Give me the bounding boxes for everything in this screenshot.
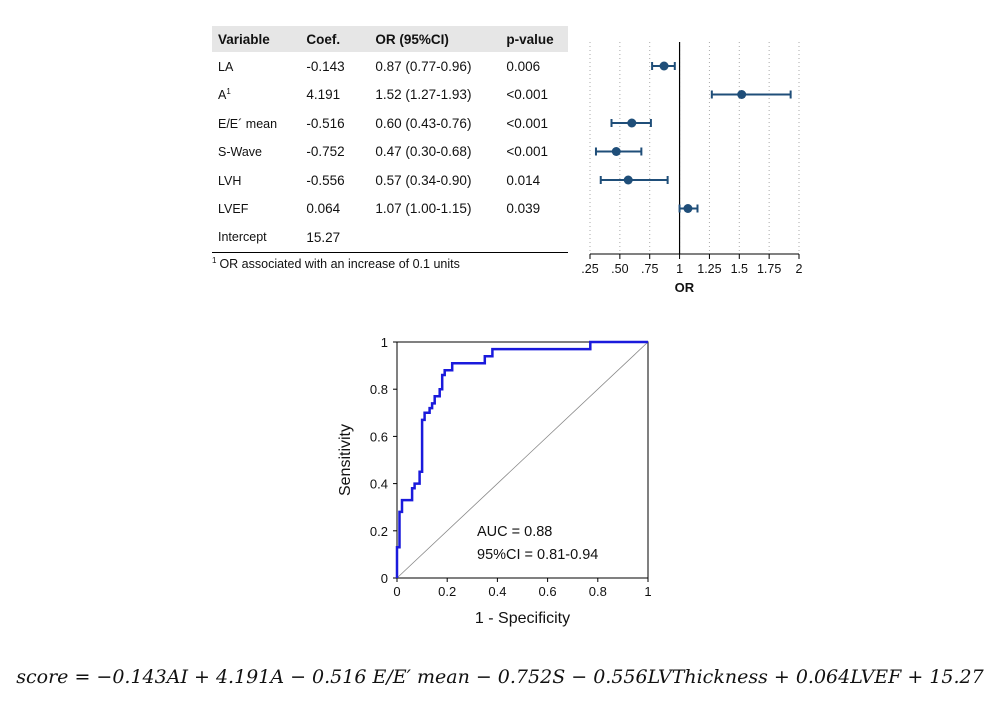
y-tick-label: 1 [381,335,388,350]
row-or: 1.52 (1.27-1.93) [375,87,472,103]
table-row: A1 4.191 1.52 (1.27-1.93) <0.001 [212,81,568,110]
x-tick-label: 1 [676,262,683,276]
x-tick-label: 1.5 [731,262,748,276]
x-tick-label: .75 [641,262,658,276]
forest-plot: .25 .50 .75 1 1.25 1.5 1.75 2 OR [581,42,803,295]
table-row: LVH -0.556 0.57 (0.34-0.90) 0.014 [212,166,568,195]
y-tick-label: 0 [381,571,388,586]
row-variable: LVEF [218,202,249,217]
x-tick-label: 1.25 [697,262,721,276]
x-axis-label: 1 - Specificity [475,610,570,627]
header-coef: Coef. [300,26,370,52]
y-tick-label: 0.6 [370,429,388,444]
x-tick-label: .50 [611,262,628,276]
row-p-value: 0.039 [506,201,541,217]
regression-table: Variable Coef. OR (95%CI) p-value LA -0.… [212,26,568,253]
row-coef: 4.191 [306,87,341,103]
roc-curve [395,340,648,578]
empty-cell [500,223,568,253]
row-p-value: <0.001 [506,144,549,160]
row-or: 0.47 (0.30-0.68) [375,144,472,160]
row-p-value: 0.014 [506,172,541,188]
row-p-value: 0.006 [506,58,541,74]
row-variable: S-Wave [218,145,262,160]
y-tick-label: 0.2 [370,524,388,539]
row-variable: LA [218,59,234,74]
row-p-value: <0.001 [506,115,549,131]
y-axis-label: Sensitivity [337,424,354,496]
row-variable: E/E´ mean [218,116,278,131]
x-tick-label: 0.2 [438,584,456,599]
row-coef: -0.556 [306,172,345,188]
y-tick-label: 0.8 [370,382,388,397]
estimate-point [611,147,621,156]
x-tick-label: .25 [581,262,598,276]
table-footnote: 1 OR associated with an increase of 0.1 u… [212,256,460,271]
x-tick-label: 0.4 [488,584,506,599]
row-or: 0.57 (0.34-0.90) [375,172,472,188]
row-coef: 0.064 [306,201,341,217]
score-formula: score = −0.143AI + 4.191A − 0.516 E/E′ m… [16,666,984,688]
header-p-value: p-value [500,26,568,52]
footnote-mark: 1 [212,256,217,265]
table-row: LA -0.143 0.87 (0.77-0.96) 0.006 [212,52,568,81]
estimate-point [623,175,633,185]
row-variable: A1 [218,87,231,103]
row-coef: -0.752 [306,144,345,160]
row-or: 0.60 (0.43-0.76) [375,115,472,131]
header-variable: Variable [212,26,301,52]
roc-chart: 00 0.2 0.2 0.4 0.4 0.6 0.6 0.8 0.8 1 1 AUC = 0.88 95… [337,335,652,627]
x-axis-label: OR [675,280,695,295]
x-tick-label: 0.8 [589,584,607,599]
estimate-point [659,61,669,71]
plot-frame [396,341,649,579]
row-or: 0.87 (0.77-0.96) [375,58,472,74]
x-tick-label: 2 [796,262,803,276]
table-row-intercept: Intercept 15.27 [212,223,568,253]
x-tick-label: 1 [644,584,651,599]
row-variable: LVH [218,173,242,188]
estimate-point [683,204,693,213]
ci-annotation: 95%CI = 0.81-0.94 [477,547,598,563]
row-coef: -0.143 [306,58,345,74]
x-tick-label: 0.6 [539,584,557,599]
table-row: S-Wave -0.752 0.47 (0.30-0.68) <0.001 [212,138,568,167]
estimate-point [737,90,747,99]
diagonal-reference [396,341,649,579]
header-or: OR (95%CI) [369,26,501,52]
row-coef: -0.516 [306,115,345,131]
empty-cell [369,223,501,253]
row-p-value: <0.001 [506,87,549,103]
table-header-row: Variable Coef. OR (95%CI) p-value [212,26,568,52]
x-tick-label: 1.75 [757,262,781,276]
estimate-point [627,118,637,128]
auc-annotation: AUC = 0.88 [477,524,552,540]
row-or: 1.07 (1.00-1.15) [375,201,472,217]
table-row: E/E´ mean -0.516 0.60 (0.43-0.76) <0.001 [212,109,568,138]
intercept-label: Intercept [212,223,301,253]
intercept-coef: 15.27 [300,223,370,253]
x-tick-label: 0 [393,584,400,599]
y-tick-label: 0.4 [370,477,388,492]
footnote-text: OR associated with an increase of 0.1 un… [219,257,460,272]
table-row: LVEF 0.064 1.07 (1.00-1.15) 0.039 [212,195,568,224]
